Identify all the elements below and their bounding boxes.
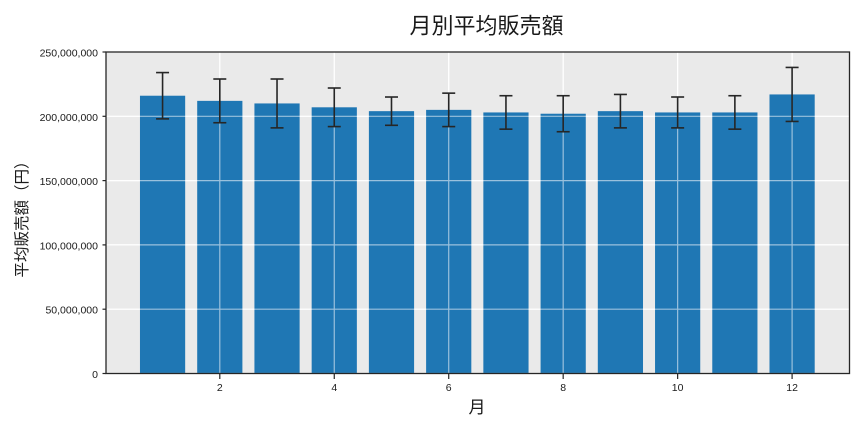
svg-text:8: 8 (560, 382, 566, 394)
svg-text:12: 12 (786, 382, 798, 394)
svg-text:6: 6 (446, 382, 452, 394)
svg-text:150,000,000: 150,000,000 (40, 176, 99, 188)
svg-text:4: 4 (331, 382, 337, 394)
svg-text:50,000,000: 50,000,000 (45, 305, 98, 317)
svg-text:月: 月 (469, 398, 486, 417)
svg-text:100,000,000: 100,000,000 (40, 240, 99, 252)
svg-text:2: 2 (217, 382, 223, 394)
svg-text:10: 10 (672, 382, 684, 394)
svg-text:平均販売額（円）: 平均販売額（円） (13, 153, 31, 277)
svg-text:250,000,000: 250,000,000 (40, 48, 99, 60)
svg-text:月別平均販売額: 月別平均販売額 (409, 14, 563, 39)
svg-text:0: 0 (92, 369, 98, 381)
svg-text:200,000,000: 200,000,000 (40, 112, 99, 124)
